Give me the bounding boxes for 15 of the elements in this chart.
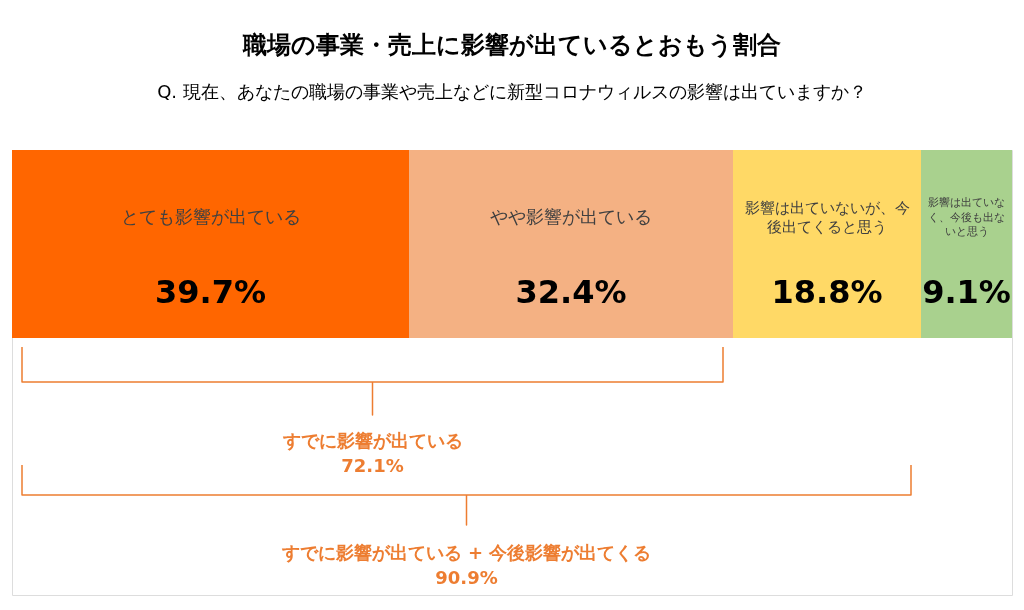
text: すでに影響が出ている + 今後影響が出てくる 90.9% — [280, 542, 652, 588]
series-label: 影響は出ていなく、今後も出ないと思う — [928, 196, 1005, 238]
data-label: 9.1% — [922, 272, 1011, 311]
data-label: 32.4% — [515, 272, 627, 311]
chart-subtitle: Q. 現在、あなたの職場の事業や売上などに新型コロナウィルスの影響は出ていますか？ — [157, 81, 867, 102]
data-label: 18.8% — [771, 272, 883, 311]
text: すでに影響が出ている 72.1% — [281, 430, 463, 476]
data-label: 39.7% — [154, 272, 267, 311]
series-label: やや影響が出ている — [490, 205, 652, 227]
series-label: 影響は出ていないが、今後出てくると思う — [744, 198, 910, 237]
bar — [409, 150, 733, 338]
bar — [733, 150, 921, 338]
chart-title: 職場の事業・売上に影響が出ているとおもう割合 — [242, 31, 781, 59]
bar — [12, 150, 409, 338]
series-label: とても影響が出ている — [120, 205, 301, 227]
